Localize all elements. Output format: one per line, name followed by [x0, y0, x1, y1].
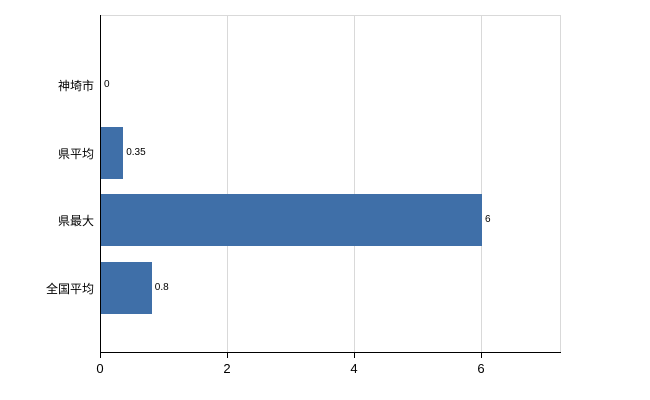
gridline-vertical — [481, 15, 482, 352]
value-label: 0.35 — [126, 146, 146, 158]
x-tick-label: 4 — [350, 361, 358, 376]
x-tick-label: 6 — [477, 361, 485, 376]
y-axis — [100, 15, 101, 353]
x-tick — [354, 353, 355, 358]
category-label: 県平均 — [57, 146, 94, 161]
x-tick-label: 0 — [96, 361, 104, 376]
x-tick — [481, 353, 482, 358]
x-tick-label: 2 — [223, 361, 231, 376]
gridline-vertical — [354, 15, 355, 352]
plot-border-right — [560, 15, 561, 352]
bar — [101, 194, 482, 246]
category-label: 県最大 — [57, 214, 94, 228]
x-tick — [227, 353, 228, 358]
value-label: 0 — [104, 79, 110, 90]
gridline-vertical — [227, 15, 228, 352]
x-tick — [100, 353, 101, 358]
value-label: 0.8 — [154, 281, 169, 293]
value-label: 6 — [485, 214, 491, 225]
bar — [101, 126, 124, 179]
bar — [101, 261, 152, 314]
plot-border-top — [100, 15, 560, 16]
category-label: 神埼市 — [57, 79, 94, 93]
category-label: 全国平均 — [45, 281, 94, 296]
x-axis — [100, 352, 561, 353]
